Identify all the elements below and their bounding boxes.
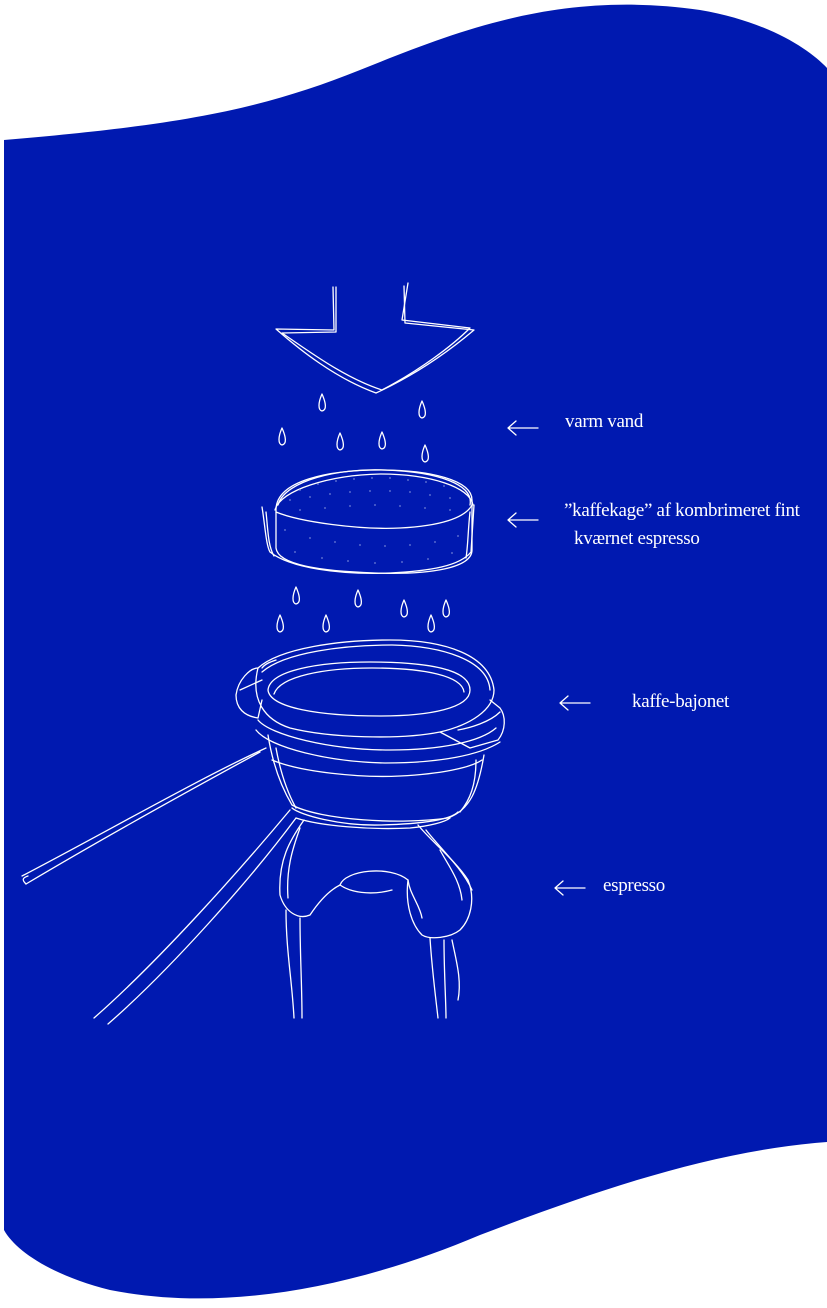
water-drop-icon — [442, 599, 451, 618]
water-drop-icon — [421, 444, 430, 463]
coffee-cake — [261, 469, 475, 574]
down-arrow-icon — [275, 282, 475, 394]
portafilter — [21, 639, 505, 1025]
arrow-left-icon — [507, 420, 539, 436]
water-drop-icon — [336, 432, 345, 451]
water-drop-icon — [354, 589, 363, 608]
water-drop-icon — [418, 400, 427, 419]
arrow-left-icon — [554, 880, 586, 896]
label-coffee-cake-line1: ”kaffekage” af kombrimeret fint — [564, 500, 800, 521]
water-drop-icon — [322, 614, 331, 633]
water-drop-icon — [378, 431, 387, 450]
label-hot-water: varm vand — [565, 411, 644, 432]
water-drop-icon — [292, 586, 301, 605]
water-drops-bottom — [276, 586, 451, 633]
water-drop-icon — [276, 614, 285, 633]
arrow-left-icon — [559, 695, 591, 711]
water-drops-top — [278, 393, 430, 463]
water-drop-icon — [427, 614, 436, 633]
arrow-left-icon — [507, 512, 539, 528]
water-drop-icon — [318, 393, 327, 412]
label-portafilter: kaffe-bajonet — [632, 691, 730, 712]
water-drop-icon — [400, 599, 409, 618]
water-drop-icon — [278, 427, 287, 446]
label-espresso: espresso — [603, 875, 665, 896]
blue-background-shape — [4, 4, 827, 1299]
label-coffee-cake-line2: kværnet espresso — [574, 528, 700, 549]
